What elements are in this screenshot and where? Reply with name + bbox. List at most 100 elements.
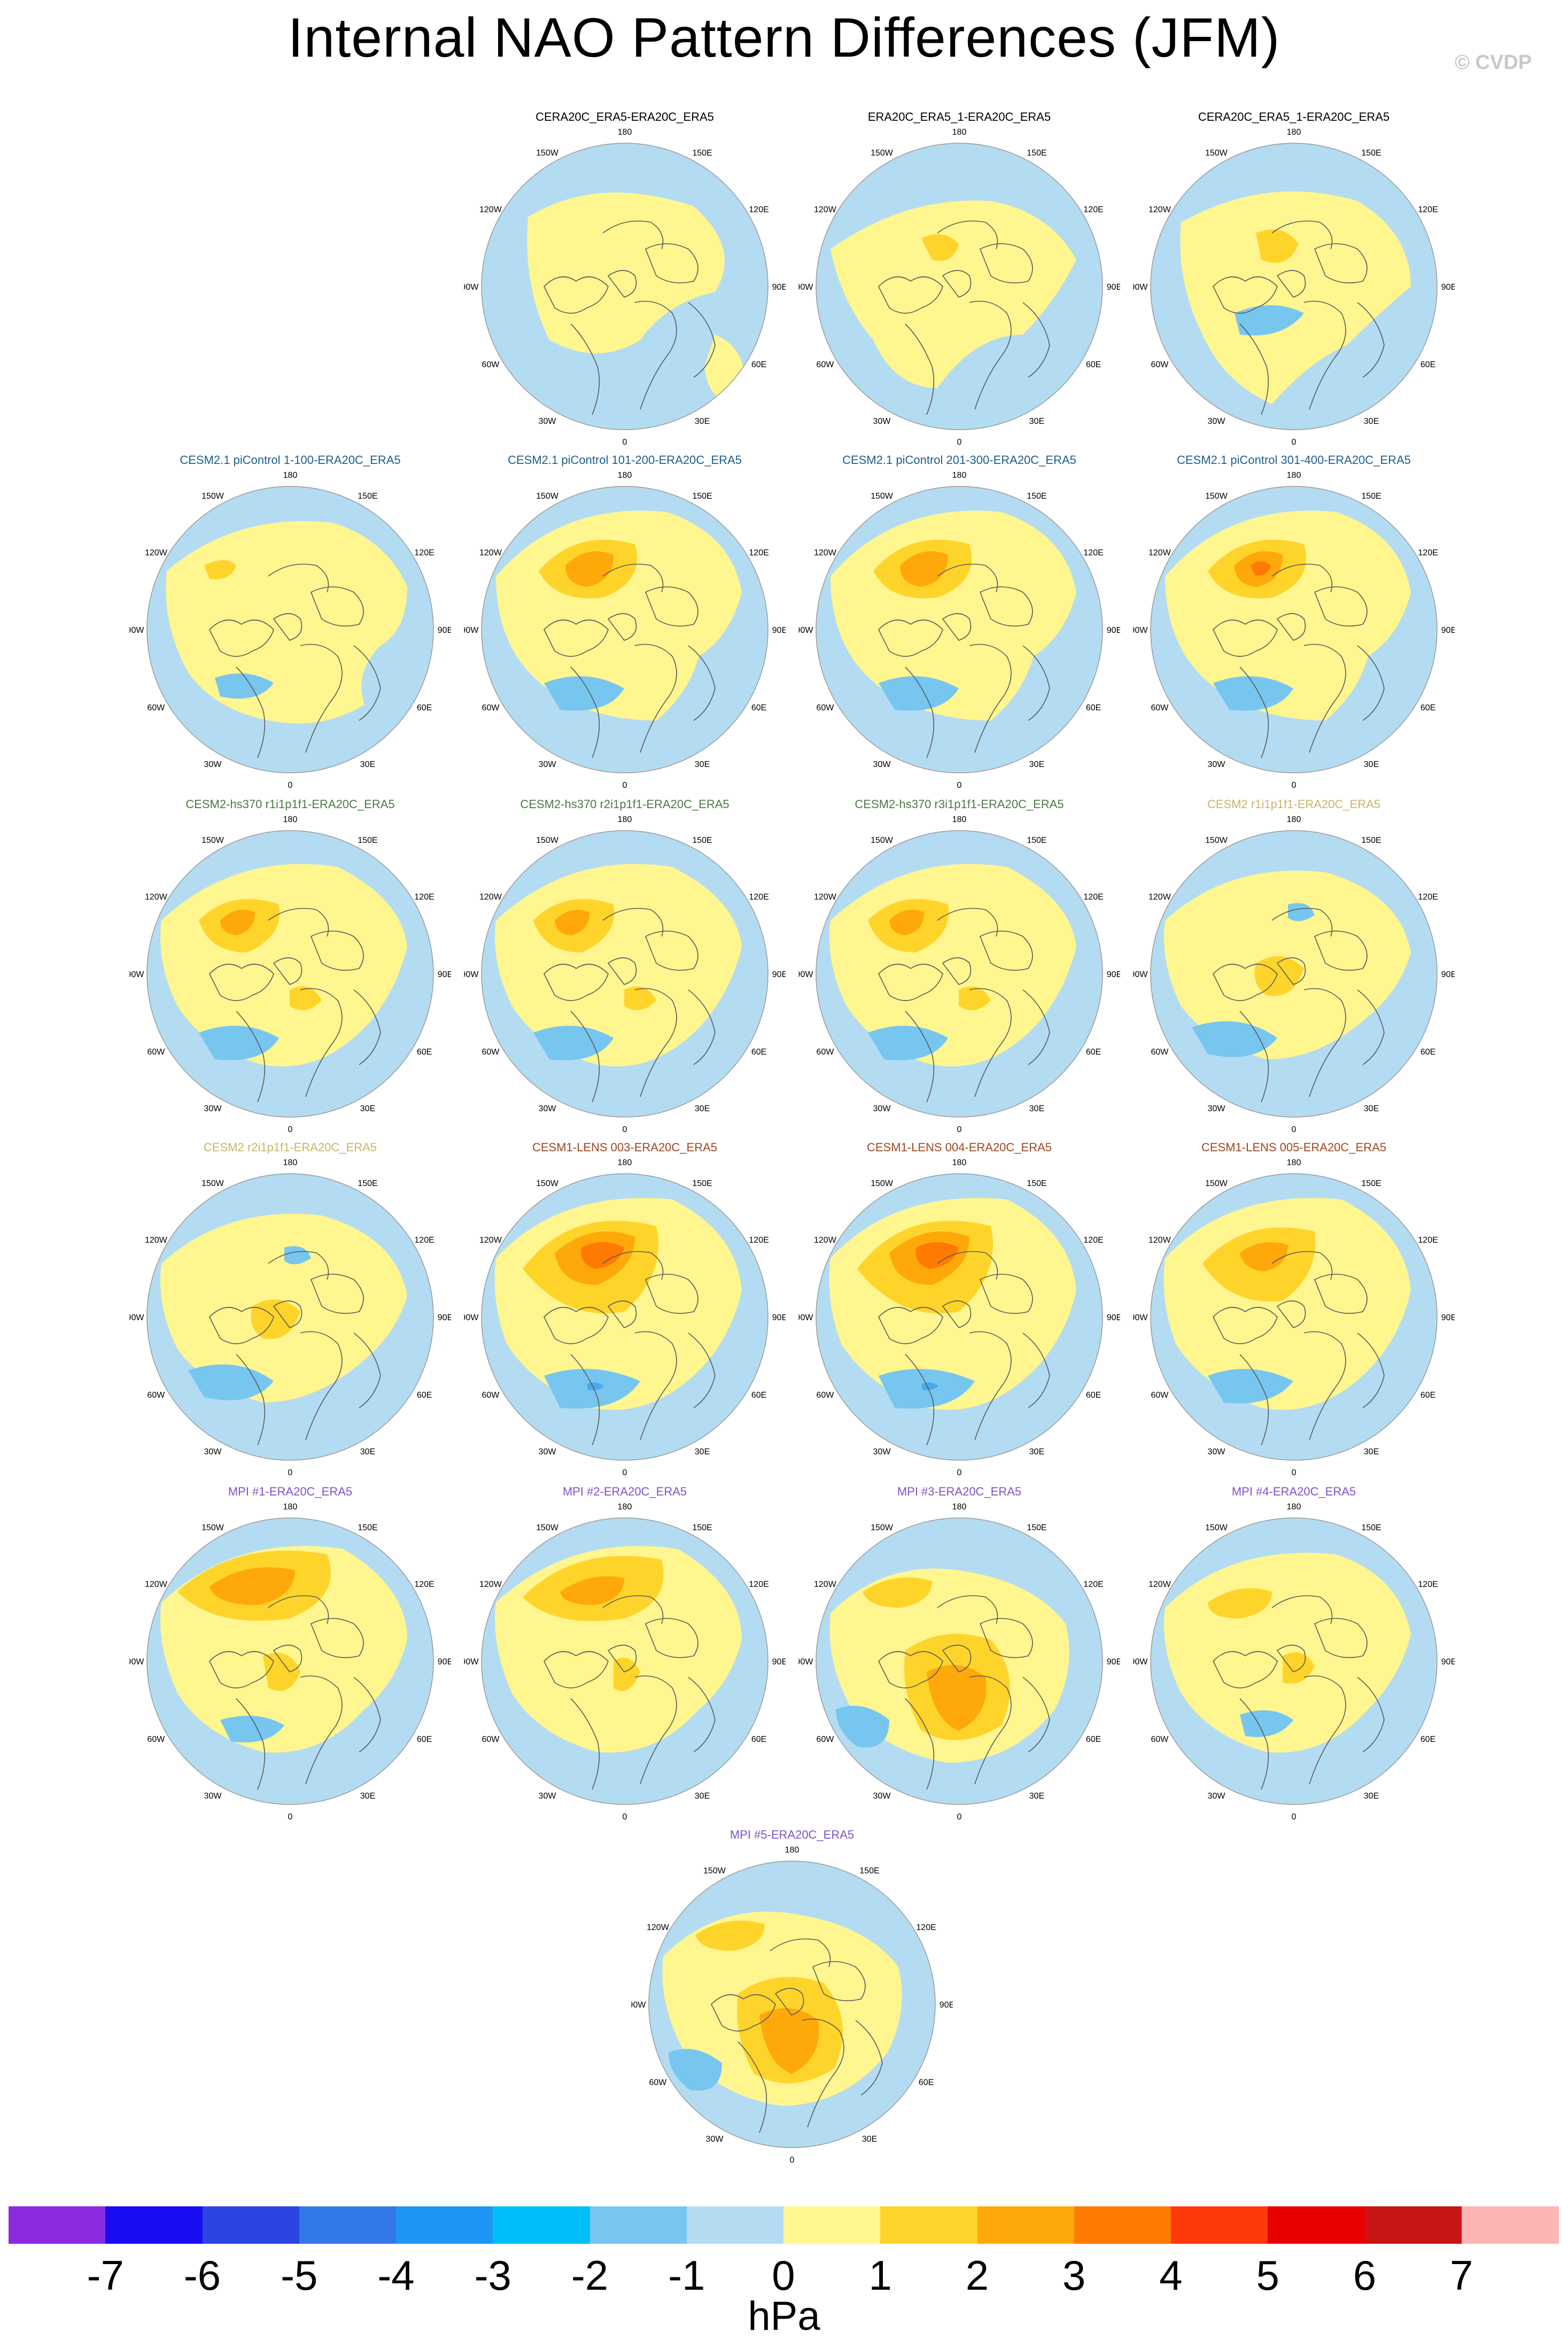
- map-panel: CERA20C_ERA5_1-ERA20C_ERA5 180 150E 120E 90E…: [1133, 110, 1455, 452]
- longitude-label: 30E: [360, 1447, 375, 1456]
- coastline: [310, 931, 364, 971]
- map-panel: CESM1-LENS 005-ERA20C_ERA5 180 150E 120E 90E…: [1133, 1141, 1455, 1483]
- longitude-label: 0: [957, 438, 962, 447]
- longitude-label: 150E: [692, 1523, 712, 1532]
- polar-map: 180 150E 120E 90E 60E 30E 0 30W 60W 90W 120W 150W: [129, 471, 451, 790]
- panel-title: CESM1-LENS 004-ERA20C_ERA5: [866, 1141, 1052, 1154]
- panel-title: CESM2.1 piControl 1-100-ERA20C_ERA5: [180, 453, 401, 467]
- longitude-label: 120W: [479, 893, 502, 902]
- colorbar-box: [1171, 2206, 1269, 2244]
- coastline: [1276, 1300, 1306, 1328]
- coastline: [1303, 644, 1346, 753]
- longitude-label: 60W: [482, 1391, 500, 1400]
- longitude-label: 60W: [147, 1391, 165, 1400]
- panel-title: CERA20C_ERA5_1-ERA20C_ERA5: [1198, 110, 1390, 123]
- longitude-label: 30E: [695, 1104, 710, 1113]
- longitude-label: 0: [623, 1812, 627, 1822]
- coastline: [979, 243, 1033, 284]
- contour-region: [921, 234, 959, 261]
- colorbar-box: [977, 2206, 1075, 2244]
- coastline: [645, 931, 698, 971]
- coastline: [688, 302, 716, 378]
- map-panel: MPI #1-ERA20C_ERA5 180 150E 120E 90E 60E 30E 0 3…: [129, 1485, 451, 1827]
- longitude-label: 0: [1292, 1812, 1297, 1822]
- longitude-label: 30E: [1029, 1792, 1044, 1801]
- colorbar-box: [1364, 2206, 1462, 2244]
- map-rim: [146, 830, 434, 1118]
- longitude-label: 120W: [1148, 205, 1171, 214]
- coastline: [969, 988, 1012, 1097]
- coastline: [1276, 957, 1306, 985]
- longitude-label: 150W: [871, 1179, 894, 1188]
- longitude-label: 60W: [482, 1735, 500, 1744]
- coastline: [300, 1675, 343, 1785]
- coastline: [310, 586, 364, 627]
- longitude-label: 90W: [798, 1313, 813, 1322]
- longitude-label: 90E: [772, 970, 786, 979]
- longitude-label: 120W: [814, 1580, 837, 1589]
- panel-title: CESM2.1 piControl 201-300-ERA20C_ERA5: [842, 453, 1076, 467]
- longitude-label: 120E: [1083, 1580, 1103, 1589]
- coastline: [1303, 1331, 1346, 1440]
- coastline: [1213, 619, 1278, 657]
- longitude-label: 30W: [204, 1447, 222, 1456]
- longitude-label: 0: [1292, 438, 1297, 447]
- longitude-label: 180: [785, 1846, 799, 1855]
- longitude-label: 60E: [751, 360, 766, 369]
- coastline: [905, 667, 935, 758]
- polar-map: 180 150E 120E 90E 60E 30E 0 30W 60W 90W 120W 150W: [464, 815, 786, 1134]
- coastline: [1276, 613, 1306, 641]
- longitude-label: 90W: [129, 626, 144, 635]
- contour-region: [879, 676, 959, 711]
- longitude-label: 150E: [692, 492, 712, 501]
- contour-region: [695, 1920, 765, 1951]
- coastline: [855, 2020, 883, 2096]
- longitude-label: 90W: [798, 970, 813, 979]
- coastline: [634, 300, 677, 410]
- longitude-label: 0: [957, 1812, 962, 1822]
- longitude-label: 120W: [814, 893, 837, 902]
- coastline: [273, 613, 302, 641]
- coastline: [688, 989, 716, 1065]
- coastline: [1022, 645, 1050, 721]
- longitude-label: 60E: [417, 1048, 432, 1057]
- longitude-label: 60E: [751, 1048, 766, 1057]
- polar-map: 180 150E 120E 90E 60E 30E 0 30W 60W 90W 120W 150W: [1133, 128, 1455, 447]
- longitude-label: 30E: [1364, 1792, 1379, 1801]
- longitude-label: 60E: [1420, 703, 1435, 712]
- map-panel: MPI #2-ERA20C_ERA5 180 150E 120E 90E 60E 30E 0 3…: [464, 1485, 786, 1827]
- coastline: [774, 1988, 804, 2016]
- contour-region: [959, 986, 991, 1010]
- coastline: [979, 1274, 1033, 1314]
- panel-title: MPI #1-ERA20C_ERA5: [228, 1485, 353, 1498]
- longitude-label: 90E: [438, 1313, 451, 1322]
- longitude-label: 150E: [692, 836, 712, 845]
- longitude-label: 90W: [1133, 1657, 1148, 1667]
- map-rim: [1150, 486, 1438, 773]
- coastline: [942, 270, 972, 298]
- contour-region: [1288, 903, 1315, 921]
- longitude-label: 150W: [703, 1866, 726, 1876]
- map-rim: [481, 830, 769, 1118]
- longitude-label: 60E: [1086, 703, 1101, 712]
- longitude-label: 180: [618, 471, 632, 480]
- longitude-label: 60W: [1151, 360, 1169, 369]
- map-panel: MPI #4-ERA20C_ERA5 180 150E 120E 90E 60E 30E 0 3…: [1133, 1485, 1455, 1827]
- longitude-label: 120W: [814, 205, 837, 214]
- map-rim: [816, 1517, 1103, 1805]
- longitude-label: 30W: [1208, 1104, 1226, 1113]
- longitude-label: 180: [952, 1502, 967, 1512]
- longitude-label: 120E: [749, 548, 769, 557]
- longitude-label: 120E: [1083, 205, 1103, 214]
- coastline: [273, 957, 302, 985]
- longitude-label: 90E: [1441, 970, 1455, 979]
- longitude-label: 30W: [873, 760, 891, 769]
- coastline: [1213, 1651, 1278, 1688]
- map-rim: [481, 143, 769, 430]
- longitude-label: 30W: [873, 1104, 891, 1113]
- colorbar-tick-label: 7: [1450, 2252, 1473, 2299]
- coastline: [209, 1651, 274, 1688]
- longitude-label: 60W: [1151, 703, 1169, 712]
- longitude-label: 60W: [816, 1735, 834, 1744]
- longitude-label: 120W: [145, 1580, 168, 1589]
